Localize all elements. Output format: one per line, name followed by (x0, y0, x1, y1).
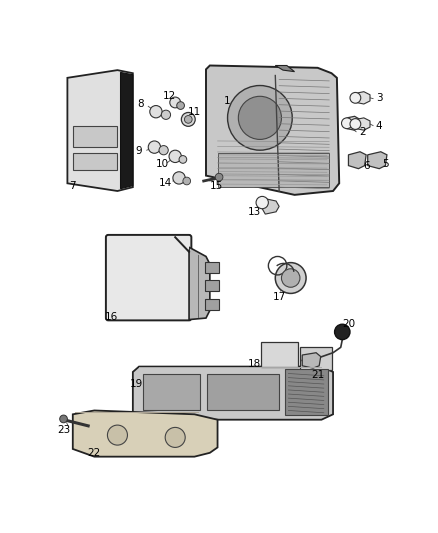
Text: 23: 23 (57, 425, 70, 435)
Circle shape (179, 156, 187, 163)
Text: 6: 6 (363, 160, 370, 171)
Polygon shape (367, 152, 387, 168)
Circle shape (60, 415, 67, 423)
Text: 8: 8 (137, 99, 144, 109)
Polygon shape (67, 70, 133, 191)
Polygon shape (120, 72, 133, 189)
Polygon shape (206, 66, 339, 195)
Circle shape (173, 172, 185, 184)
FancyBboxPatch shape (285, 369, 328, 415)
Circle shape (215, 173, 223, 181)
FancyBboxPatch shape (205, 299, 219, 310)
FancyBboxPatch shape (205, 262, 219, 273)
FancyBboxPatch shape (300, 346, 332, 370)
Polygon shape (173, 237, 189, 251)
Circle shape (107, 425, 127, 445)
Circle shape (183, 177, 191, 185)
FancyBboxPatch shape (106, 235, 191, 320)
Polygon shape (262, 199, 279, 214)
FancyBboxPatch shape (218, 152, 329, 187)
Circle shape (159, 146, 168, 155)
Circle shape (181, 112, 195, 126)
Text: 21: 21 (311, 370, 324, 380)
FancyBboxPatch shape (73, 126, 117, 147)
Circle shape (228, 85, 292, 150)
Circle shape (350, 119, 361, 130)
Circle shape (184, 116, 192, 123)
Circle shape (335, 324, 350, 340)
Circle shape (161, 110, 170, 119)
Text: 14: 14 (159, 179, 172, 188)
Text: 15: 15 (209, 181, 223, 191)
Circle shape (276, 263, 306, 294)
Circle shape (170, 97, 180, 108)
FancyBboxPatch shape (261, 342, 298, 367)
Circle shape (165, 427, 185, 447)
Circle shape (238, 96, 282, 140)
Text: 19: 19 (130, 378, 143, 389)
Text: 13: 13 (248, 207, 261, 217)
Circle shape (177, 102, 184, 109)
Text: 11: 11 (188, 108, 201, 117)
Text: 5: 5 (382, 159, 389, 169)
Polygon shape (347, 116, 360, 130)
Text: 1: 1 (223, 96, 230, 106)
Circle shape (350, 92, 361, 103)
Text: 22: 22 (88, 448, 101, 458)
Circle shape (150, 106, 162, 118)
Polygon shape (356, 118, 370, 130)
Circle shape (148, 141, 161, 154)
Text: 12: 12 (163, 91, 177, 101)
Text: 20: 20 (342, 319, 355, 329)
Text: 18: 18 (248, 359, 261, 369)
Text: 7: 7 (70, 181, 76, 191)
Text: 16: 16 (105, 311, 118, 321)
Circle shape (282, 269, 300, 287)
Polygon shape (189, 247, 210, 320)
Text: 10: 10 (155, 159, 169, 169)
Text: 9: 9 (136, 146, 142, 156)
Polygon shape (302, 353, 321, 368)
Text: 17: 17 (272, 292, 286, 302)
Polygon shape (276, 66, 294, 71)
Polygon shape (356, 92, 370, 104)
FancyBboxPatch shape (73, 154, 117, 170)
Circle shape (169, 150, 181, 163)
FancyBboxPatch shape (205, 280, 219, 291)
FancyBboxPatch shape (143, 374, 200, 410)
Circle shape (256, 196, 268, 209)
FancyBboxPatch shape (207, 374, 279, 410)
Text: 4: 4 (376, 120, 382, 131)
Circle shape (342, 118, 352, 128)
Text: 2: 2 (359, 127, 366, 137)
Polygon shape (73, 410, 218, 457)
Polygon shape (133, 367, 333, 419)
Polygon shape (349, 152, 366, 168)
Text: 3: 3 (376, 93, 382, 103)
